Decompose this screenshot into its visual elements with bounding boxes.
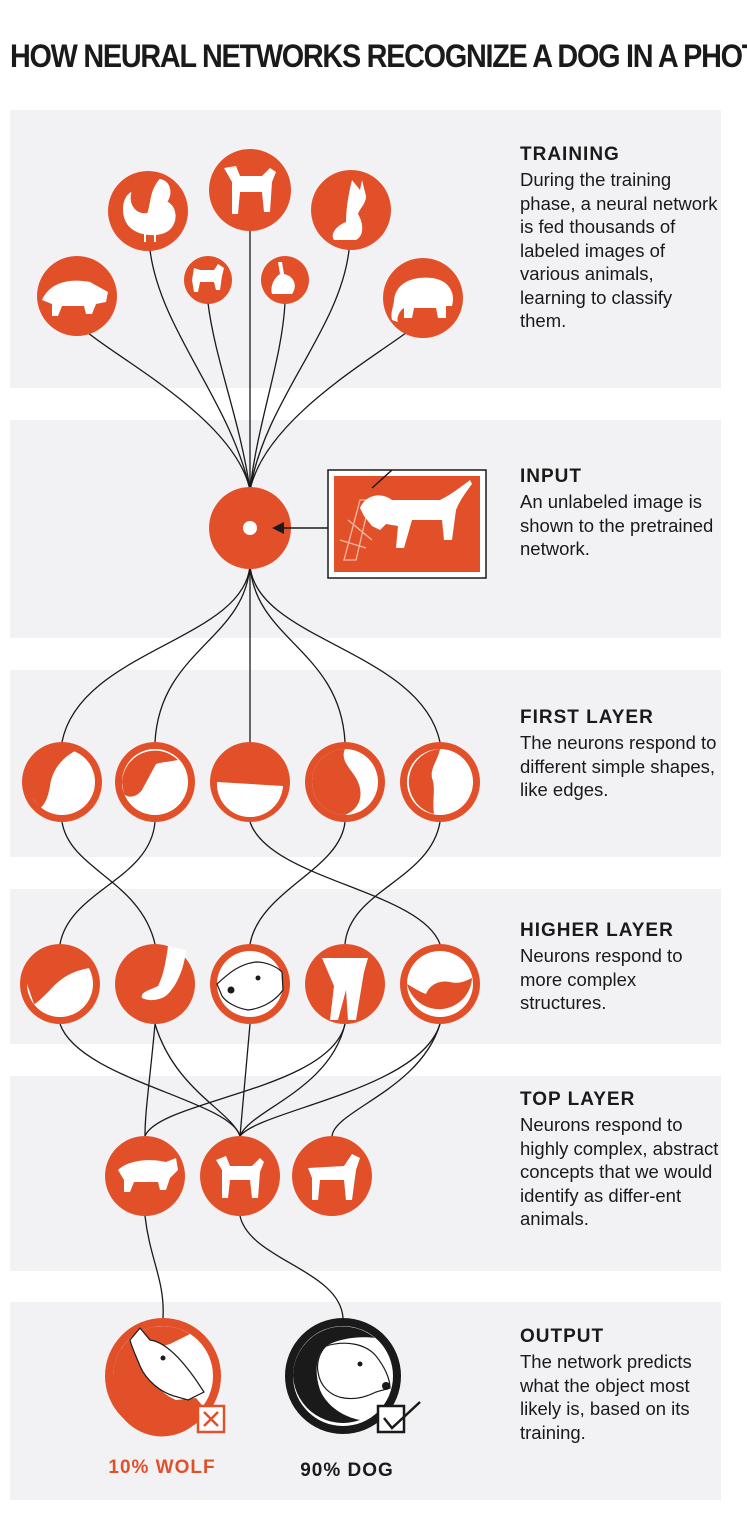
training-text: TRAINING During the training phase, a ne… [520,144,720,333]
output-text: OUTPUT The network predicts what the obj… [520,1326,720,1444]
top-layer-nodes [105,1136,372,1216]
back-shape-icon [400,944,480,1024]
connections [59,230,441,1319]
wolf-head-icon [105,1318,221,1437]
first-layer-body: The neurons respond to different simple … [520,732,717,800]
first-layer-heading: FIRST LAYER [520,707,654,728]
peak-edge-icon [115,742,195,822]
training-nodes [37,149,463,338]
output-body: The network predicts what the object mos… [520,1351,692,1443]
curve-edge-icon [22,742,102,822]
top-layer-heading: TOP LAYER [520,1089,636,1110]
input-text: INPUT An unlabeled image is shown to the… [520,466,720,561]
higher-layer-text: HIGHER LAYER Neurons respond to more com… [520,920,720,1015]
ear-shape-icon [20,944,100,1024]
first-layer-nodes [22,742,480,822]
input-arrow [272,522,330,534]
higher-layer-heading: HIGHER LAYER [520,920,674,941]
crescent-edge-icon [305,742,385,822]
top-layer-body: Neurons respond to highly complex, abstr… [520,1114,719,1229]
first-layer-text: FIRST LAYER The neurons respond to diffe… [520,707,720,802]
training-body: During the training phase, a neural netw… [520,169,718,331]
input-node [209,487,291,569]
input-body: An unlabeled image is shown to the pretr… [520,491,714,559]
higher-layer-nodes [20,944,480,1024]
dog-body-icon [200,1136,280,1216]
wolf-body-icon [105,1136,185,1216]
dog-face-icon [210,944,290,1024]
panel-training [10,110,721,388]
legs-shape-icon [305,944,385,1024]
dog-percentage-label: 90% DOG [300,1460,394,1481]
x-box-icon [196,1404,226,1434]
output-heading: OUTPUT [520,1326,605,1347]
dog-head-icon [285,1318,401,1434]
higher-layer-body: Neurons respond to more complex structur… [520,945,683,1013]
check-box-icon [376,1401,421,1434]
paw-shape-icon [115,944,195,1024]
training-heading: TRAINING [520,144,620,165]
wolf-percentage-label: 10% WOLF [108,1457,216,1478]
horse-body-icon [292,1136,372,1216]
input-photo [327,469,487,579]
top-layer-text: TOP LAYER Neurons respond to highly comp… [520,1089,720,1231]
input-heading: INPUT [520,466,582,487]
page-title: HOW NEURAL NETWORKS RECOGNIZE A DOG IN A… [10,38,747,74]
vertical-edge-icon [400,742,480,822]
flat-edge-icon [210,742,290,822]
